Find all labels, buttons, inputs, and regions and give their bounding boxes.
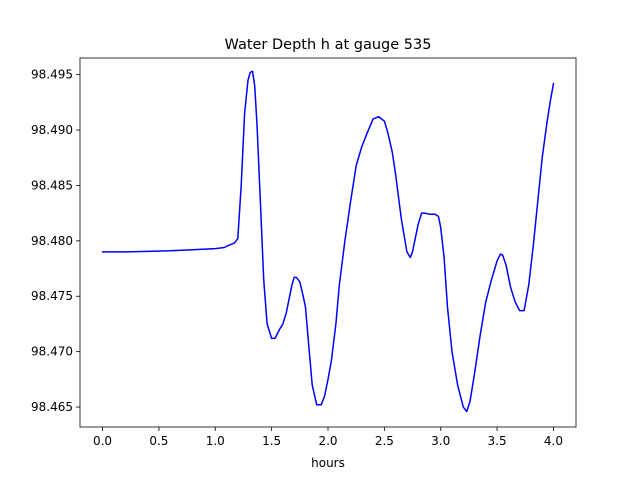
x-axis-label: hours	[311, 456, 345, 470]
y-tick-label: 98.485	[31, 178, 73, 192]
x-tick-label: 3.0	[431, 434, 450, 448]
plot-area: 0.0 0.5 1.0 1.5 2.0 2.5 3.0 3.5 4.0 98.465 98.470 9…	[31, 57, 577, 448]
x-tick-label: 2.5	[375, 434, 394, 448]
x-tick-label: 1.0	[206, 434, 225, 448]
plot-frame	[79, 57, 577, 428]
chart-title: Water Depth h at gauge 535	[225, 37, 432, 53]
x-tick-label: 3.5	[488, 434, 507, 448]
x-tick-label: 4.0	[544, 434, 563, 448]
y-tick-label: 98.490	[31, 123, 73, 137]
y-tick-label: 98.480	[31, 234, 73, 248]
y-tick-label: 98.495	[31, 68, 73, 82]
x-tick-label: 0.5	[149, 434, 168, 448]
y-tick-label: 98.470	[31, 345, 73, 359]
y-tick-label: 98.465	[31, 400, 73, 414]
series-line-0	[101, 70, 555, 413]
y-tick-label: 98.475	[31, 289, 73, 303]
x-tick-label: 2.0	[318, 434, 337, 448]
x-tick-label: 1.5	[262, 434, 281, 448]
x-tick-label: 0.0	[93, 434, 112, 448]
